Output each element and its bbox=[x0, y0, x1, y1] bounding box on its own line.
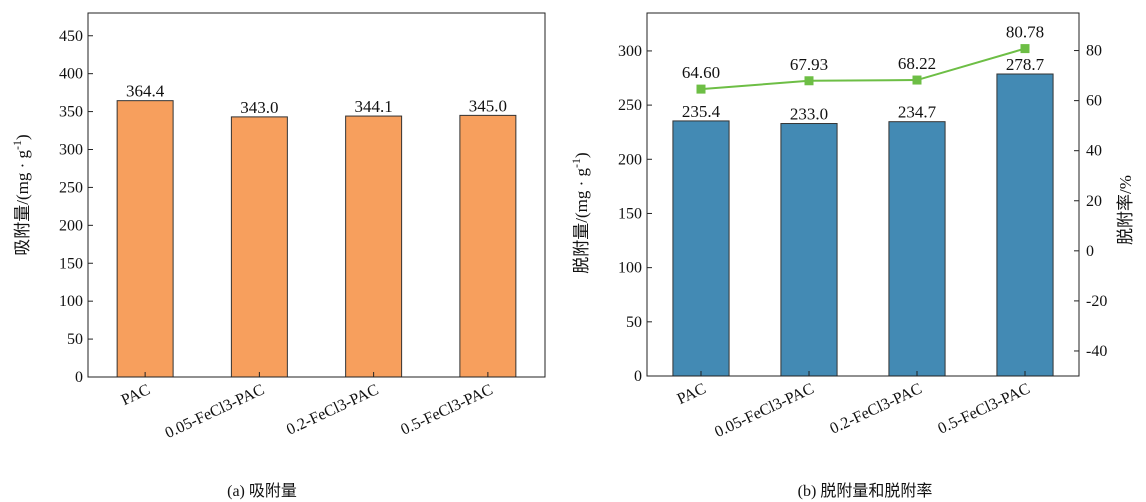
panel-b-y2-axis-label: 脱附率/% bbox=[1116, 175, 1135, 245]
panel-a-y-tick-label-6: 300 bbox=[59, 142, 83, 159]
panel-b-line-label-0: 64.60 bbox=[682, 63, 720, 82]
panel-b-x-ticks: PAC 0.05-FeCl3-PAC 0.2-FeCl3-PAC 0.5-FeCl3-… bbox=[675, 371, 1033, 441]
panel-b-line-point-1 bbox=[804, 76, 814, 86]
panel-a-y-axis-label: 吸附量/(mg · g-1) bbox=[10, 134, 32, 255]
panel-a-data-labels: 364.4 343.0 344.1 345.0 bbox=[126, 82, 507, 117]
panel-b-y-ticks: 0 50 100 150 200 250 300 bbox=[618, 43, 652, 385]
panel-b-y-tick-label-1: 50 bbox=[626, 314, 642, 331]
panel-a-x-tick-label-3: 0.5-FeCl3-PAC bbox=[398, 381, 495, 438]
panel-a: 364.4 343.0 344.1 345.0 0 50 100 150 200 250 300 3… bbox=[10, 12, 546, 500]
panel-b-line-label-2: 68.22 bbox=[898, 54, 936, 73]
panel-b-bar-1 bbox=[780, 123, 838, 377]
panel-a-y-tick-label-5: 250 bbox=[59, 179, 83, 196]
panel-a-bar-label-3: 345.0 bbox=[469, 96, 507, 115]
panel-b-y-tick-label-4: 200 bbox=[618, 151, 642, 168]
panel-b-desorption-rate-line bbox=[700, 47, 1026, 91]
panel-a-bars bbox=[116, 100, 517, 378]
panel-a-caption: (a) 吸附量 bbox=[227, 482, 297, 500]
panel-b-y-tick-label-5: 250 bbox=[618, 97, 642, 114]
panel-b-y2-tick-label-5: 60 bbox=[1086, 93, 1102, 110]
panel-b-line-point-3 bbox=[1020, 44, 1030, 54]
panel-a-y-tick-label-7: 350 bbox=[59, 104, 83, 121]
panel-a-y-tick-label-4: 200 bbox=[59, 217, 83, 234]
panel-b-plot-frame bbox=[646, 12, 1080, 377]
panel-b-line-point-0 bbox=[696, 84, 706, 94]
panel-a-bar-label-1: 343.0 bbox=[240, 98, 278, 117]
panel-a-x-tick-label-1: 0.05-FeCl3-PAC bbox=[163, 381, 268, 442]
panel-a-x-ticks: PAC 0.05-FeCl3-PAC 0.2-FeCl3-PAC 0.5-FeCl3-… bbox=[119, 372, 496, 442]
panel-a-bar-label-2: 344.1 bbox=[355, 97, 393, 116]
panel-b-line-points bbox=[696, 44, 1030, 94]
panel-b-y-tick-label-6: 300 bbox=[618, 43, 642, 60]
panel-b-bar-3 bbox=[996, 73, 1054, 377]
panel-a-bar-2 bbox=[345, 115, 403, 378]
panel-a-bar-3 bbox=[459, 114, 517, 378]
panel-b-bar-label-0: 235.4 bbox=[682, 102, 721, 121]
panel-a-plot-frame bbox=[87, 12, 546, 378]
panel-b-line-label-1: 67.93 bbox=[790, 55, 828, 74]
panel-a-y-axis-label-sup: -1 bbox=[10, 140, 24, 150]
panel-b-y-axis-label-close: ) bbox=[572, 152, 591, 158]
panel-a-bar-label-0: 364.4 bbox=[126, 82, 165, 101]
panel-b-y-axis-label: 脱附量/(mg · g-1) bbox=[569, 152, 591, 273]
panel-b-y2-tick-label-2: 0 bbox=[1086, 243, 1094, 260]
panel-a-y-axis-label-close: ) bbox=[13, 134, 32, 140]
panel-a-bar-0 bbox=[116, 100, 174, 378]
panel-b-y2-tick-label-1: -20 bbox=[1086, 293, 1107, 310]
panel-b-x-tick-label-1: 0.05-FeCl3-PAC bbox=[712, 380, 817, 441]
panel-a-y-tick-label-3: 150 bbox=[59, 255, 83, 272]
panel-b-bar-0 bbox=[672, 120, 730, 377]
panel-a-y-tick-label-1: 50 bbox=[67, 331, 83, 348]
panel-a-y-ticks: 0 50 100 150 200 250 300 350 400 450 bbox=[59, 28, 93, 386]
panel-b-data-labels: 235.4 233.0 234.7 278.7 bbox=[682, 55, 1045, 124]
panel-a-y-axis-label-text: 吸附量/(mg · g bbox=[13, 149, 32, 255]
panel-b-x-tick-label-2: 0.2-FeCl3-PAC bbox=[827, 380, 924, 437]
panel-b-y2-ticks: -40 -20 0 20 40 60 80 bbox=[1074, 43, 1107, 360]
panel-b-y-tick-label-0: 0 bbox=[634, 368, 642, 385]
panel-a-bar-1 bbox=[230, 116, 288, 378]
panel-b-x-tick-label-0: PAC bbox=[675, 380, 709, 408]
panel-a-x-tick-label-2: 0.2-FeCl3-PAC bbox=[284, 381, 381, 438]
panel-b-bar-label-3: 278.7 bbox=[1006, 55, 1045, 74]
panel-b: 235.4 233.0 234.7 278.7 64.60 67.93 68.22 80.7… bbox=[569, 12, 1135, 500]
panel-b-caption: (b) 脱附量和脱附率 bbox=[798, 482, 933, 500]
panel-b-y-tick-label-3: 150 bbox=[618, 205, 642, 222]
panel-b-y2-tick-label-4: 40 bbox=[1086, 143, 1102, 160]
panel-a-y-tick-label-2: 100 bbox=[59, 293, 83, 310]
panel-b-line-label-3: 80.78 bbox=[1006, 23, 1044, 42]
panel-a-x-tick-label-0: PAC bbox=[119, 381, 153, 409]
panel-a-y-tick-label-9: 450 bbox=[59, 28, 83, 45]
panel-b-y2-tick-label-6: 80 bbox=[1086, 43, 1102, 60]
panel-b-bar-2 bbox=[888, 121, 946, 377]
panel-b-y-tick-label-2: 100 bbox=[618, 260, 642, 277]
panel-b-line-labels: 64.60 67.93 68.22 80.78 bbox=[682, 23, 1044, 83]
panel-b-line-point-2 bbox=[912, 75, 922, 85]
panel-b-bar-label-2: 234.7 bbox=[898, 103, 937, 122]
panel-a-y-tick-label-0: 0 bbox=[75, 369, 83, 386]
panel-a-y-tick-label-8: 400 bbox=[59, 66, 83, 83]
panel-b-y-axis-label-text: 脱附量/(mg · g bbox=[572, 167, 591, 273]
panel-b-y2-tick-label-0: -40 bbox=[1086, 343, 1107, 360]
panel-b-y2-tick-label-3: 20 bbox=[1086, 193, 1102, 210]
panel-b-y-axis-label-sup: -1 bbox=[569, 158, 583, 168]
panel-b-x-tick-label-3: 0.5-FeCl3-PAC bbox=[935, 380, 1032, 437]
panel-b-bar-label-1: 233.0 bbox=[790, 105, 828, 124]
panel-b-bars bbox=[672, 73, 1054, 377]
